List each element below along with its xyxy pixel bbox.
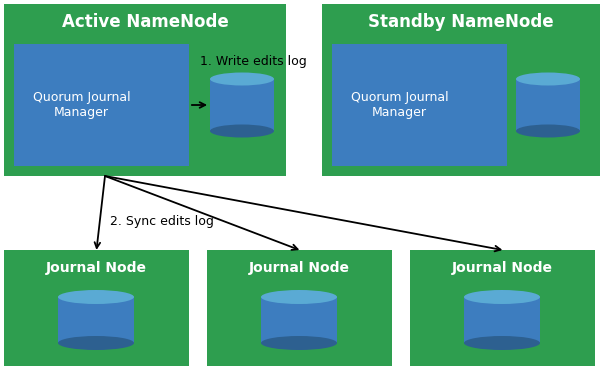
Text: Quorum Journal
Manager: Quorum Journal Manager bbox=[351, 91, 448, 119]
Ellipse shape bbox=[516, 124, 580, 138]
Ellipse shape bbox=[261, 336, 337, 350]
Bar bbox=[4, 250, 189, 366]
Bar bbox=[207, 250, 392, 366]
Ellipse shape bbox=[210, 124, 274, 138]
Text: Standby NameNode: Standby NameNode bbox=[368, 13, 554, 31]
Bar bbox=[322, 4, 600, 176]
Bar bbox=[410, 250, 595, 366]
Bar bbox=[464, 297, 540, 343]
Text: Active NameNode: Active NameNode bbox=[62, 13, 228, 31]
Ellipse shape bbox=[261, 290, 337, 304]
Text: Journal Node: Journal Node bbox=[46, 261, 147, 275]
Bar bbox=[332, 44, 507, 166]
Text: Journal Node: Journal Node bbox=[249, 261, 350, 275]
Ellipse shape bbox=[58, 336, 134, 350]
Text: 1. Write edits log: 1. Write edits log bbox=[200, 56, 307, 68]
Bar bbox=[261, 297, 337, 343]
Ellipse shape bbox=[58, 290, 134, 304]
Ellipse shape bbox=[464, 336, 540, 350]
Text: Quorum Journal
Manager: Quorum Journal Manager bbox=[33, 91, 130, 119]
Ellipse shape bbox=[516, 73, 580, 85]
Text: Journal Node: Journal Node bbox=[452, 261, 553, 275]
Ellipse shape bbox=[210, 73, 274, 85]
Bar bbox=[210, 79, 274, 131]
Ellipse shape bbox=[464, 290, 540, 304]
Text: 2. Sync edits log: 2. Sync edits log bbox=[110, 215, 214, 229]
Bar bbox=[4, 4, 286, 176]
Bar bbox=[58, 297, 134, 343]
Bar bbox=[14, 44, 189, 166]
Bar bbox=[516, 79, 580, 131]
